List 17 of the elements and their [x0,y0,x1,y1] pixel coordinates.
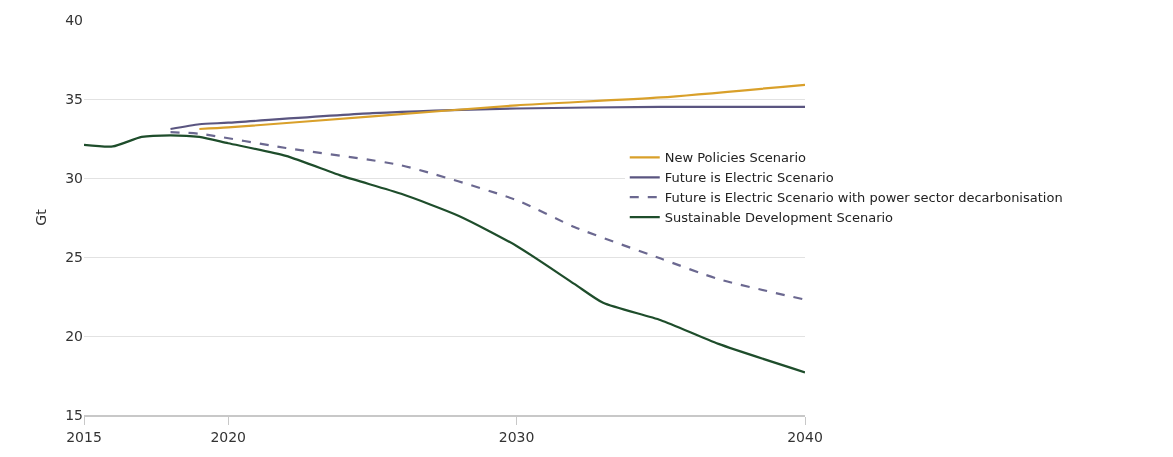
legend-label: Sustainable Development Scenario [664,210,894,226]
legend-label: New Policies Scenario [664,150,807,166]
x-tick-label: 2015 [66,428,102,445]
y-tick-label: 35 [65,90,83,107]
y-tick-label: 40 [65,11,83,28]
y-tick-label: 25 [65,248,83,265]
line-series [169,105,805,131]
legend-label: Future is Electric Scenario [664,170,834,186]
x-tick-label: 2020 [210,428,247,445]
line-series [198,83,805,131]
x-tick-label: 2030 [498,428,535,445]
y-tick-label: 20 [65,327,83,344]
legend-label: Future is Electric Scenario with power sector decarbonisation [664,190,1063,206]
y-axis-title: Gt [32,208,49,226]
y-tick-label: 30 [65,169,83,186]
y-tick-label: 15 [65,406,83,423]
x-tick-label: 2040 [787,428,823,445]
